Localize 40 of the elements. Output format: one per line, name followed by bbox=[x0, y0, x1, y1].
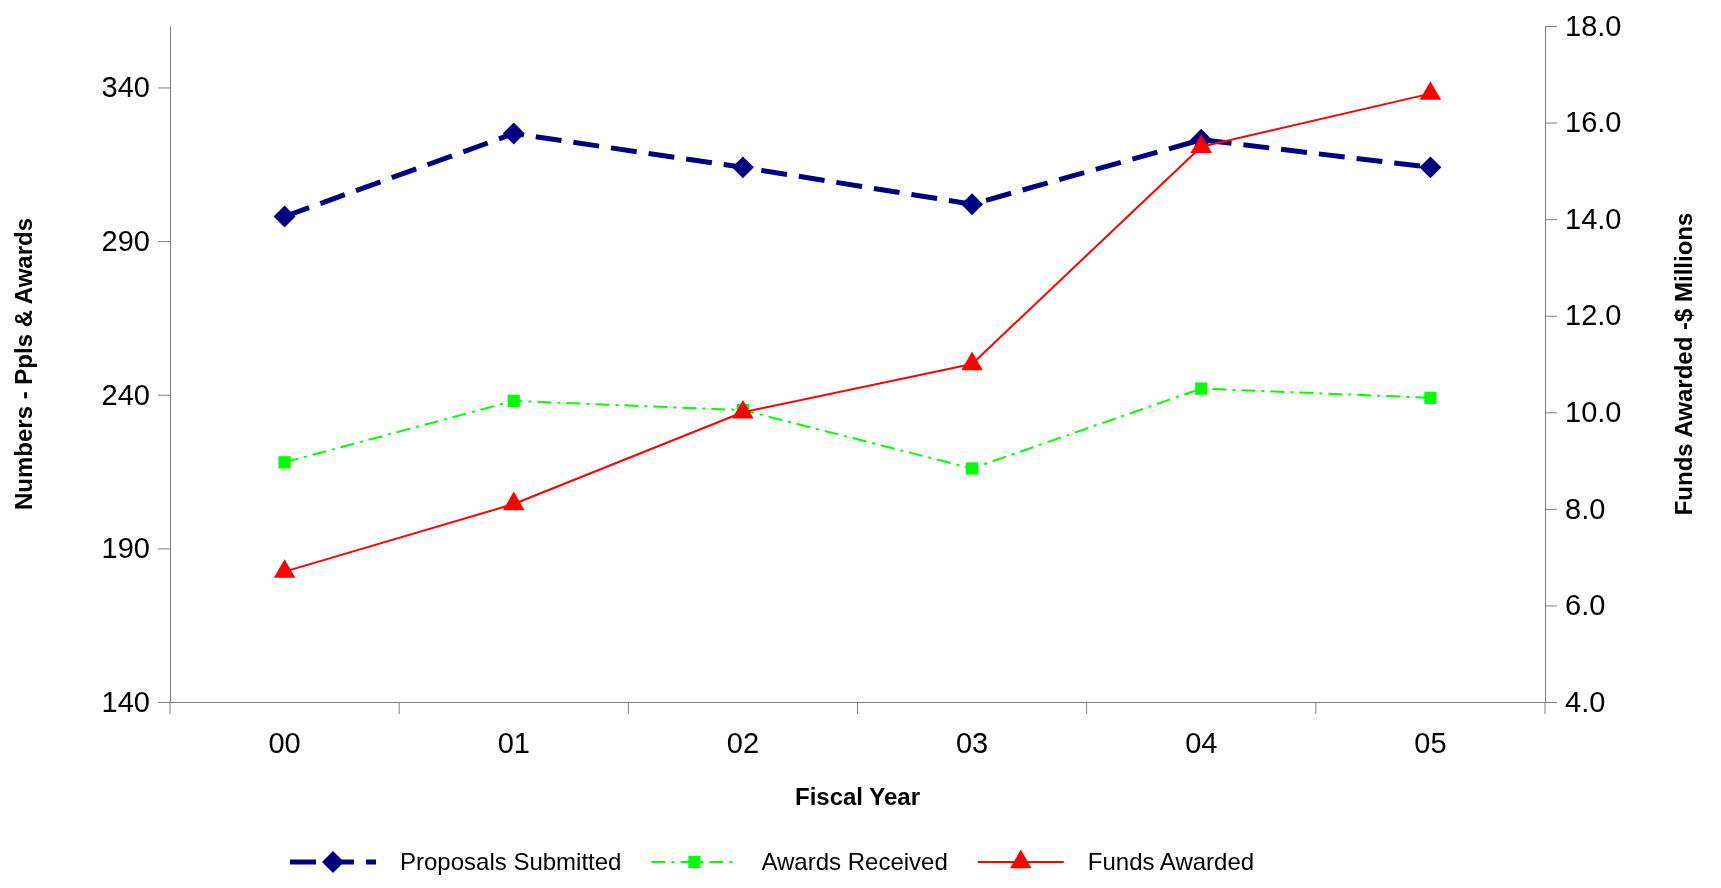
x-tick-label: 02 bbox=[726, 726, 760, 759]
x-tick-label: 04 bbox=[1185, 726, 1218, 759]
y2-tick-label: 6.0 bbox=[1565, 589, 1606, 622]
legend-label: Funds Awarded bbox=[1087, 848, 1255, 875]
y2-tick-label: 8.0 bbox=[1565, 492, 1606, 525]
x-axis-title: Fiscal Year bbox=[795, 783, 920, 810]
point bbox=[961, 193, 984, 216]
legend-label: Awards Received bbox=[761, 848, 948, 875]
y-axis-title: Numbers - Ppls & Awards bbox=[10, 217, 37, 511]
x-tick-label: 03 bbox=[955, 726, 989, 759]
point bbox=[1419, 156, 1442, 179]
x-tick-label: 01 bbox=[497, 726, 530, 759]
point bbox=[1424, 391, 1437, 404]
y-tick-label: 240 bbox=[101, 378, 150, 411]
y2-tick-label: 10.0 bbox=[1565, 396, 1622, 429]
point bbox=[965, 462, 979, 475]
point bbox=[507, 394, 520, 407]
point bbox=[1419, 81, 1442, 100]
point bbox=[1195, 382, 1208, 395]
y2-tick-label: 4.0 bbox=[1565, 685, 1606, 718]
point bbox=[502, 122, 525, 145]
y-tick-label: 140 bbox=[101, 685, 150, 718]
legend-label: Proposals Submitted bbox=[400, 848, 622, 875]
y2-tick-label: 16.0 bbox=[1565, 106, 1622, 139]
point bbox=[961, 351, 983, 371]
y-tick-label: 190 bbox=[101, 532, 150, 565]
point bbox=[278, 456, 291, 469]
point bbox=[273, 559, 296, 578]
point bbox=[503, 491, 525, 511]
y2-tick-label: 12.0 bbox=[1565, 299, 1622, 332]
y-tick-label: 340 bbox=[101, 71, 150, 104]
y2-axis-title: Funds Awarded -$ Millions bbox=[1670, 212, 1697, 516]
y2-tick-label: 18.0 bbox=[1565, 9, 1622, 42]
point bbox=[731, 156, 754, 179]
x-tick-label: 00 bbox=[268, 726, 301, 759]
point bbox=[273, 205, 296, 228]
y2-tick-label: 14.0 bbox=[1565, 202, 1622, 235]
y-tick-label: 290 bbox=[101, 224, 150, 257]
point bbox=[1190, 134, 1212, 153]
x-tick-label: 05 bbox=[1414, 726, 1447, 759]
